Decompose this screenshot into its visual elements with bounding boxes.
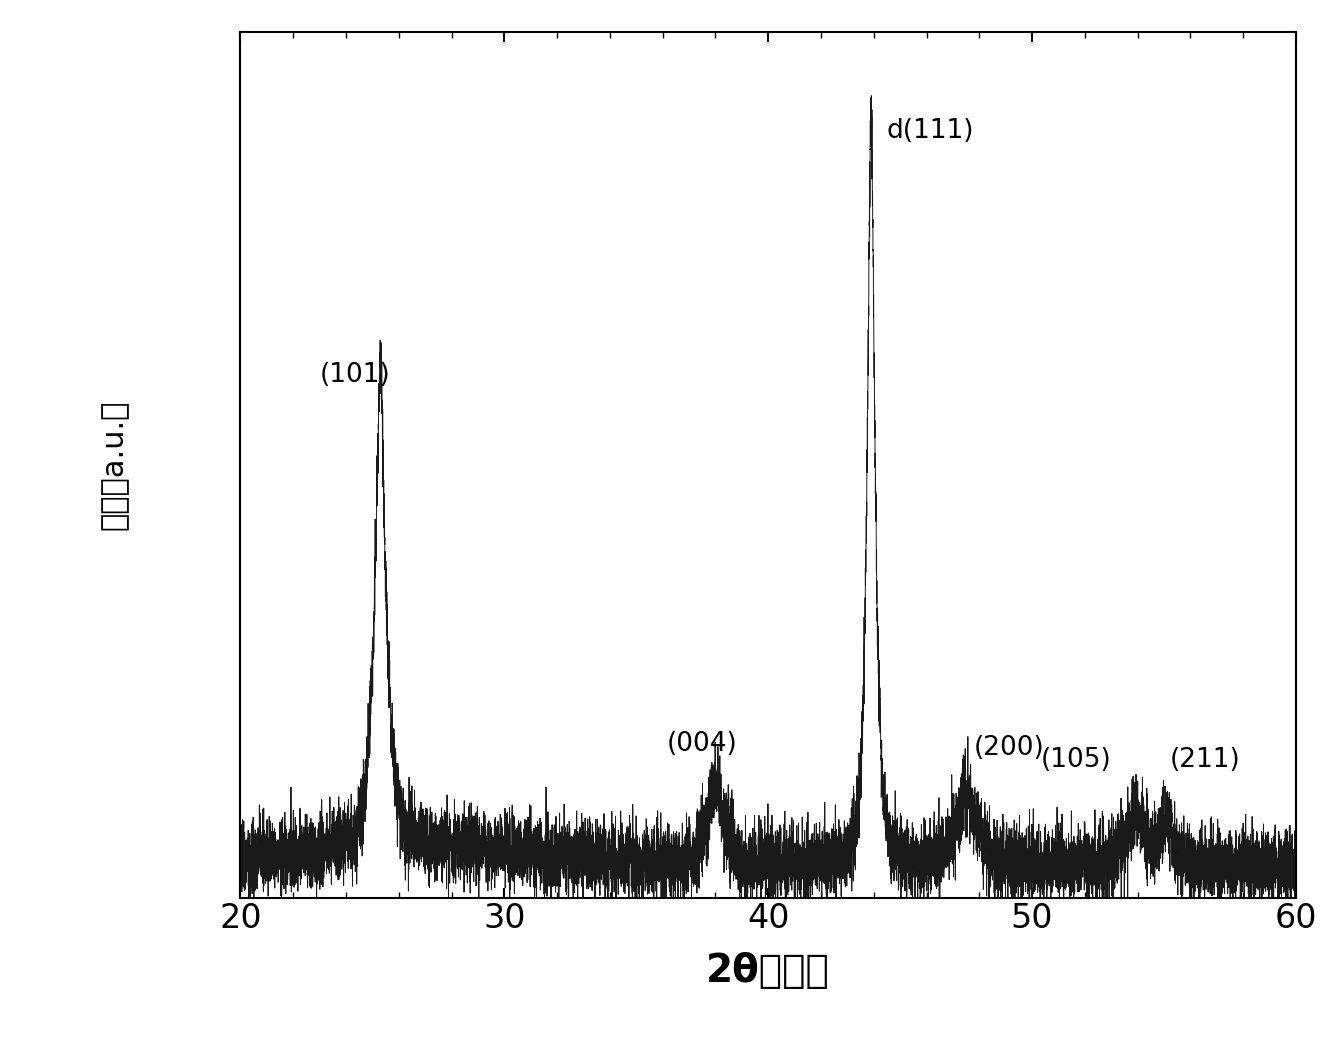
Text: (105): (105) <box>1041 748 1112 773</box>
X-axis label: 2θ（度）: 2θ（度） <box>707 953 830 991</box>
Text: 强度（a.u.）: 强度（a.u.） <box>99 399 128 530</box>
Text: (101): (101) <box>319 362 390 389</box>
Text: (211): (211) <box>1169 748 1240 773</box>
Text: (200): (200) <box>974 735 1045 761</box>
Text: d(111): d(111) <box>887 118 974 144</box>
Text: (004): (004) <box>667 732 737 757</box>
